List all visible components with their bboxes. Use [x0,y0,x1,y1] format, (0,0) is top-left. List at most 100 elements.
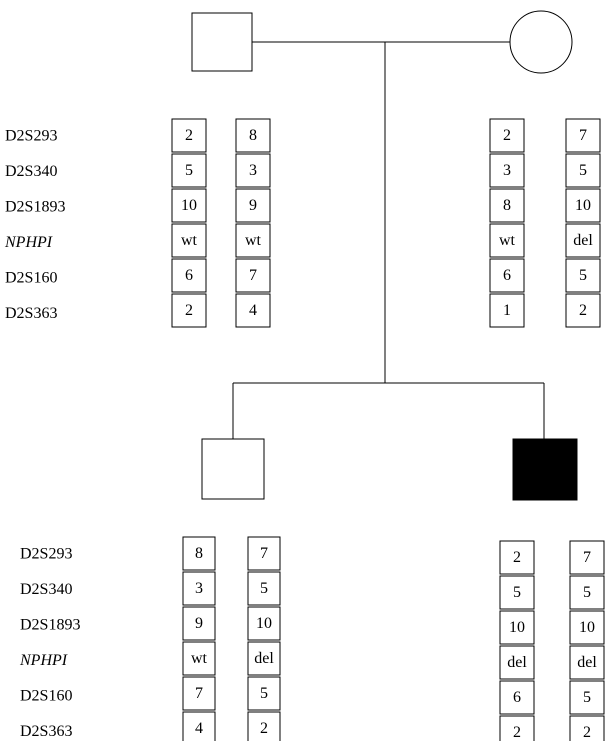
allele-cell [489,223,525,258]
allele-value: 2 [513,549,521,566]
allele-value: 2 [583,724,591,741]
marker-label: NPHPI [4,234,53,251]
allele-value: del [573,232,593,249]
allele-cell [569,575,605,610]
allele-value: wt [499,232,516,249]
allele-cell [235,223,271,258]
son-symbol [201,438,265,500]
allele-cell [182,606,216,641]
allele-value: 3 [503,162,511,179]
marker-label: D2S340 [5,163,57,180]
allele-value: 6 [185,267,193,284]
allele-cell [489,188,525,223]
allele-value: 6 [513,689,521,706]
allele-cell [171,188,207,223]
allele-cell [489,293,525,328]
marker-label: D2S340 [20,581,72,598]
allele-cell [171,118,207,153]
allele-cell [569,540,605,575]
mother-symbol [509,10,573,74]
allele-value: del [577,654,597,671]
allele-value: 4 [195,720,203,737]
allele-value: 7 [249,267,257,284]
allele-value: 2 [260,720,268,737]
allele-value: 5 [260,580,268,597]
allele-cell [171,258,207,293]
marker-label: D2S1893 [5,199,65,216]
allele-value: 5 [583,584,591,601]
allele-cell [171,293,207,328]
allele-cell [499,540,535,575]
allele-value: 5 [579,267,587,284]
allele-value: 8 [249,127,257,144]
allele-cell [499,715,535,741]
allele-value: 2 [185,302,193,319]
allele-value: 10 [181,197,197,214]
allele-value: 7 [195,685,203,702]
allele-cell [247,641,281,676]
allele-value: 2 [185,127,193,144]
allele-value: 5 [583,689,591,706]
allele-cell [235,118,271,153]
allele-cell [565,293,601,328]
allele-value: 5 [185,162,193,179]
allele-cell [182,711,216,741]
affected-son-symbol [512,438,578,501]
allele-cell [569,610,605,645]
allele-cell [569,645,605,680]
allele-value: 10 [256,615,272,632]
allele-value: 3 [195,580,203,597]
allele-cell [247,711,281,741]
allele-value: 5 [260,685,268,702]
allele-cell [565,223,601,258]
allele-cell [247,676,281,711]
allele-cell [182,676,216,711]
marker-label: D2S160 [5,270,57,287]
allele-cell [247,571,281,606]
allele-value: 9 [195,615,203,632]
allele-value: 2 [513,724,521,741]
allele-value: 2 [503,127,511,144]
marker-label: NPHPI [19,652,68,669]
allele-cell [247,606,281,641]
allele-value: 5 [513,584,521,601]
allele-cell [235,258,271,293]
marker-label: D2S1893 [20,617,80,634]
allele-cell [499,680,535,715]
allele-cell [499,645,535,680]
allele-cell [489,258,525,293]
allele-value: 10 [579,619,595,636]
allele-cell [565,188,601,223]
allele-value: wt [181,232,198,249]
allele-value: wt [191,650,208,667]
allele-cell [171,153,207,188]
allele-value: 8 [195,545,203,562]
allele-cell [565,118,601,153]
allele-value: 5 [579,162,587,179]
allele-value: wt [245,232,262,249]
allele-value: 7 [579,127,587,144]
allele-cell [499,610,535,645]
marker-label: D2S363 [5,305,57,322]
allele-cell [182,641,216,676]
allele-value: 2 [579,302,587,319]
allele-value: 10 [509,619,525,636]
allele-cell [235,153,271,188]
allele-value: 4 [249,302,257,319]
allele-value: 7 [260,545,268,562]
allele-value: 1 [503,302,511,319]
father-symbol [191,12,253,72]
allele-cell [569,715,605,741]
allele-cell [565,258,601,293]
allele-cell [489,118,525,153]
allele-value: 6 [503,267,511,284]
marker-label: D2S160 [20,688,72,705]
allele-cell [565,153,601,188]
allele-value: del [254,650,274,667]
allele-value: 10 [575,197,591,214]
allele-cell [247,536,281,571]
allele-value: 9 [249,197,257,214]
allele-cell [171,223,207,258]
allele-value: 7 [583,549,591,566]
allele-value: 3 [249,162,257,179]
